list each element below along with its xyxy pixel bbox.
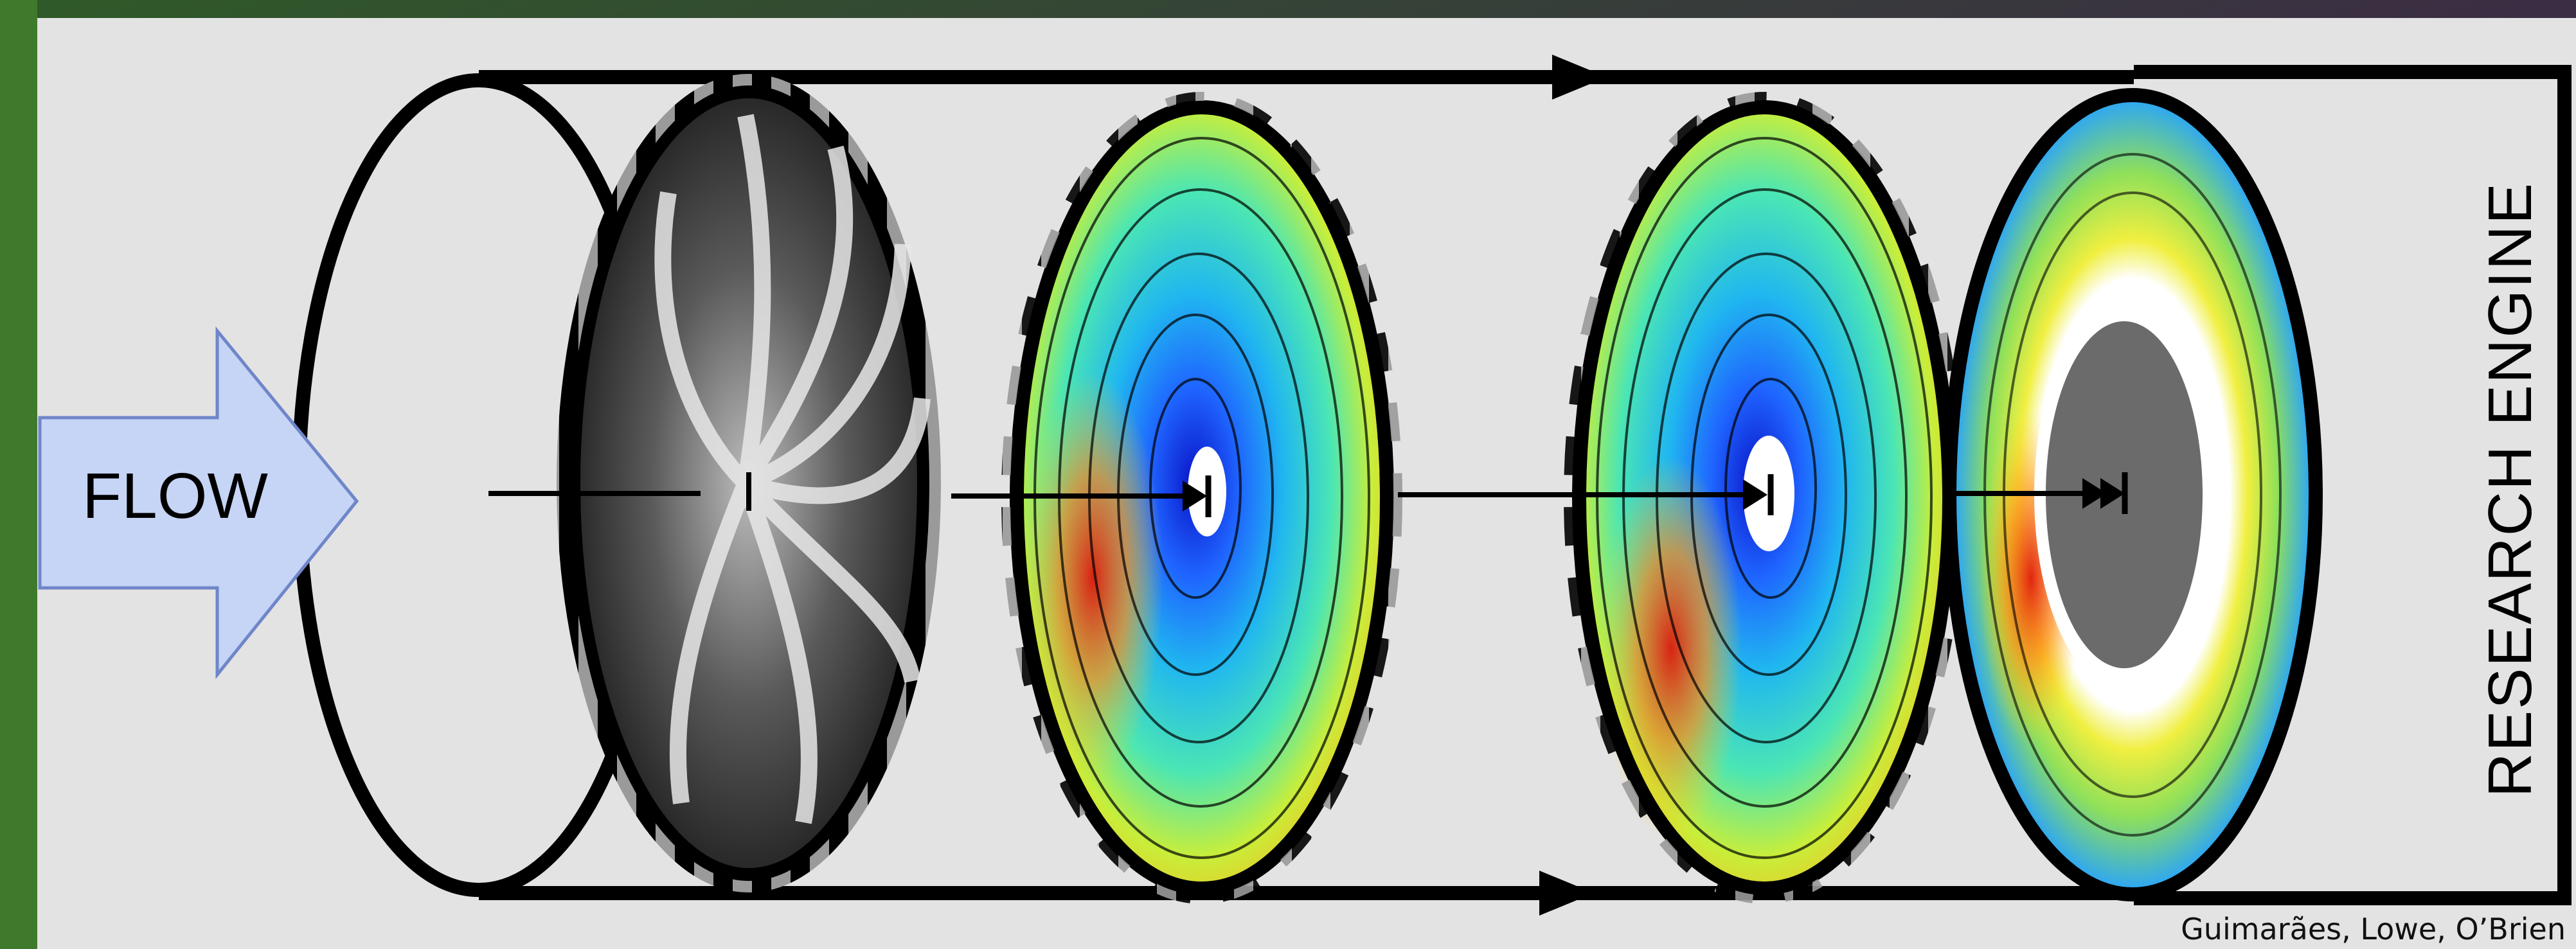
direction-arrow-icon bbox=[2100, 478, 2125, 509]
direction-arrow-icon bbox=[2082, 478, 2107, 509]
direction-arrow-icon bbox=[1743, 479, 1767, 510]
direction-arrow-icon bbox=[1183, 481, 1207, 511]
flow-arrow-icon bbox=[38, 326, 359, 680]
direction-arrow-icon bbox=[1539, 871, 1594, 916]
engine-box bbox=[2134, 65, 2572, 905]
research-engine-label: RESEARCH ENGINE bbox=[2476, 181, 2545, 798]
flow-label: FLOW bbox=[82, 460, 268, 532]
direction-arrow-icon bbox=[1552, 55, 1607, 100]
vortex-field-disk-2 bbox=[1564, 92, 1965, 904]
fan-disk bbox=[557, 74, 941, 892]
credit-text: Guimarães, Lowe, O’Brien bbox=[2181, 912, 2566, 946]
